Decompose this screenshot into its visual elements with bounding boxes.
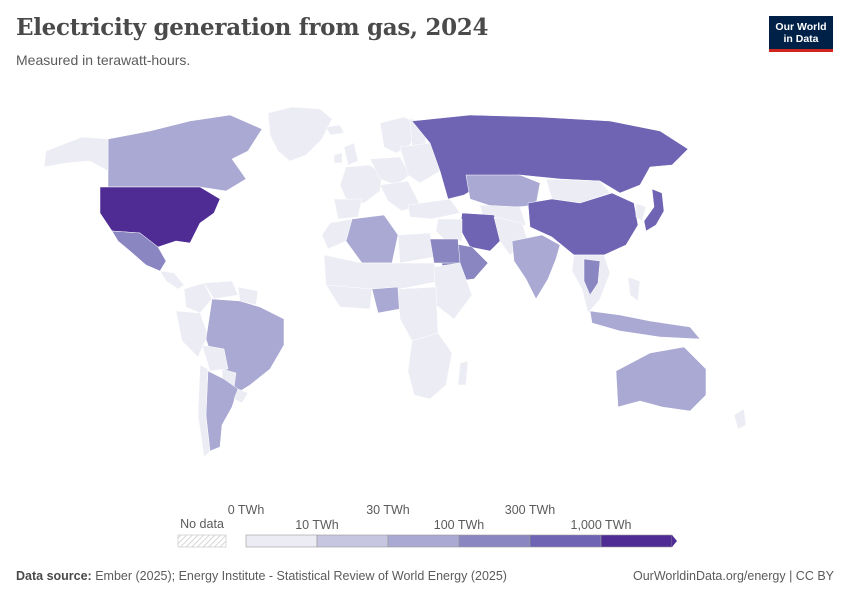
- country-spain[interactable]: [333, 198, 363, 220]
- chart-subtitle: Measured in terawatt-hours.: [16, 52, 191, 68]
- chart-title: Electricity generation from gas, 2024: [16, 14, 489, 41]
- country-iceland[interactable]: [325, 124, 345, 136]
- country-new-zealand[interactable]: [733, 408, 747, 430]
- legend-swatch: [529, 534, 602, 548]
- legend-tick-label: 300 TWh: [505, 503, 556, 517]
- country-thailand[interactable]: [583, 258, 601, 296]
- country-central-europe[interactable]: [369, 156, 411, 186]
- legend-swatch: [245, 534, 318, 548]
- data-source-text: Ember (2025); Energy Institute - Statist…: [95, 569, 507, 583]
- country-china[interactable]: [527, 192, 639, 256]
- country-korea[interactable]: [635, 202, 647, 222]
- country-uruguay[interactable]: [233, 388, 249, 404]
- country-scandinavia[interactable]: [379, 116, 421, 154]
- country-japan[interactable]: [643, 188, 665, 232]
- legend-no-data-swatch: [177, 534, 227, 548]
- country-nigeria[interactable]: [371, 286, 401, 314]
- country-ireland[interactable]: [333, 152, 343, 164]
- country-peru[interactable]: [175, 310, 209, 358]
- logo-line-2: in Data: [783, 33, 819, 45]
- data-source-label: Data source:: [16, 569, 92, 583]
- country-greenland[interactable]: [267, 106, 333, 162]
- country-southern-africa[interactable]: [407, 332, 453, 400]
- country-venezuela[interactable]: [203, 280, 239, 300]
- country-eastern-europe[interactable]: [399, 142, 441, 184]
- country-central-america[interactable]: [159, 270, 185, 290]
- world-map[interactable]: [0, 95, 850, 465]
- country-algeria[interactable]: [345, 214, 399, 264]
- country-bolivia[interactable]: [201, 344, 229, 372]
- country-egypt[interactable]: [429, 238, 461, 264]
- legend-tick-label: 10 TWh: [295, 518, 339, 532]
- country-western-europe[interactable]: [339, 164, 383, 204]
- country-philippines[interactable]: [627, 276, 641, 302]
- country-middle-east[interactable]: [435, 218, 463, 242]
- map-legend: No data 0 TWh 10 TWh 30 TWh 100 TWh 300 TWh 1,…: [177, 503, 677, 548]
- country-united-states[interactable]: [99, 186, 221, 248]
- country-libya[interactable]: [397, 232, 435, 264]
- legend-tick-label: 0 TWh: [228, 503, 265, 517]
- country-madagascar[interactable]: [457, 360, 469, 386]
- legend-tick-label: 100 TWh: [434, 518, 485, 532]
- footer-link[interactable]: OurWorldinData.org/energy | CC BY: [632, 569, 834, 583]
- country-morocco[interactable]: [321, 218, 353, 250]
- country-guianas[interactable]: [237, 286, 259, 306]
- country-alaska[interactable]: [43, 136, 109, 172]
- country-australia[interactable]: [615, 346, 707, 412]
- legend-no-data-label: No data: [180, 517, 224, 531]
- legend-tick-label: 30 TWh: [366, 503, 410, 517]
- legend-swatch: [387, 534, 460, 548]
- legend-swatch: [458, 534, 531, 548]
- country-canada[interactable]: [107, 114, 263, 192]
- country-colombia[interactable]: [183, 282, 213, 314]
- owid-logo[interactable]: Our World in Data: [769, 16, 833, 52]
- country-indonesia[interactable]: [589, 310, 701, 340]
- country-mongolia[interactable]: [545, 178, 611, 204]
- legend-arrow: [672, 535, 677, 547]
- country-united-kingdom[interactable]: [343, 142, 359, 166]
- country-central-africa[interactable]: [397, 286, 439, 342]
- legend-swatch: [600, 534, 673, 548]
- logo-line-1: Our World: [775, 21, 827, 33]
- data-source: Data source: Ember (2025); Energy Instit…: [16, 569, 507, 583]
- country-argentina[interactable]: [205, 370, 239, 452]
- country-west-africa[interactable]: [325, 284, 373, 310]
- country-turkey[interactable]: [407, 198, 461, 220]
- country-india[interactable]: [511, 234, 561, 300]
- legend-swatch: [316, 534, 389, 548]
- legend-tick-label: 1,000 TWh: [571, 518, 632, 532]
